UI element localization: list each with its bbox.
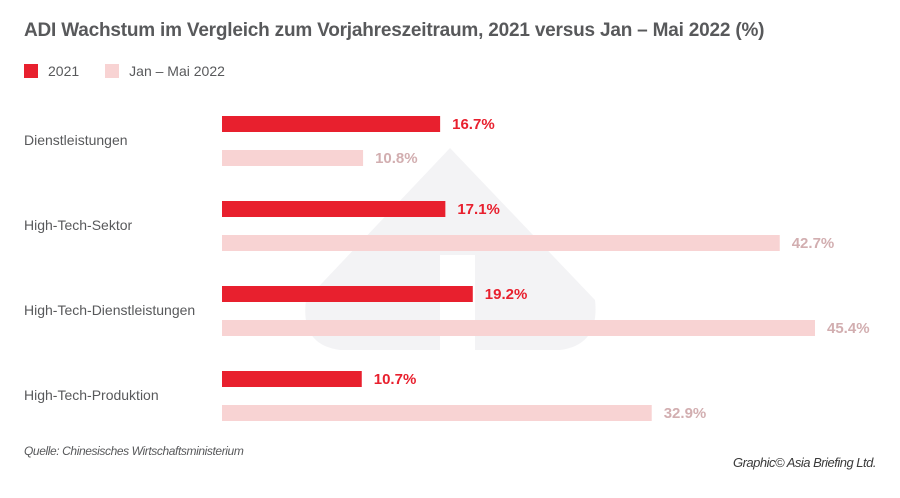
legend-label-2021: 2021 xyxy=(48,63,80,79)
source-note: Quelle: Chinesisches Wirtschaftsminister… xyxy=(24,444,244,458)
category-label: High-Tech-Produktion xyxy=(24,387,159,403)
data-label: 45.4% xyxy=(827,320,870,337)
legend-item-2021: 2021 xyxy=(24,63,79,79)
chart-title: ADI Wachstum im Vergleich zum Vorjahresz… xyxy=(24,20,765,41)
bar-2021 xyxy=(222,286,473,302)
legend-item-2022: Jan – Mai 2022 xyxy=(105,63,225,79)
bar-2021 xyxy=(222,371,362,387)
category-label: High-Tech-Dienstleistungen xyxy=(24,302,196,318)
bar-2021 xyxy=(222,116,441,132)
bar-2022 xyxy=(222,150,364,166)
legend-swatch-2022 xyxy=(105,64,120,78)
bar-2021 xyxy=(222,201,446,217)
data-label: 10.7% xyxy=(374,371,417,388)
legend-swatch-2021 xyxy=(24,64,38,78)
data-label: 32.9% xyxy=(664,405,707,422)
category-label: Dienstleistungen xyxy=(24,132,128,148)
credit-note: Graphic© Asia Briefing Ltd. xyxy=(732,455,877,470)
data-label: 17.1% xyxy=(457,201,500,218)
legend: 2021 Jan – Mai 2022 xyxy=(24,63,251,79)
bar-2022 xyxy=(222,405,652,421)
legend-label-2022: Jan – Mai 2022 xyxy=(129,63,225,79)
category-label: High-Tech-Sektor xyxy=(24,217,133,233)
bar-2022 xyxy=(222,235,780,251)
data-label: 42.7% xyxy=(792,235,835,252)
data-label: 16.7% xyxy=(452,116,495,133)
data-label: 10.8% xyxy=(375,150,418,167)
data-label: 19.2% xyxy=(485,286,528,303)
bar-2022 xyxy=(222,320,815,336)
